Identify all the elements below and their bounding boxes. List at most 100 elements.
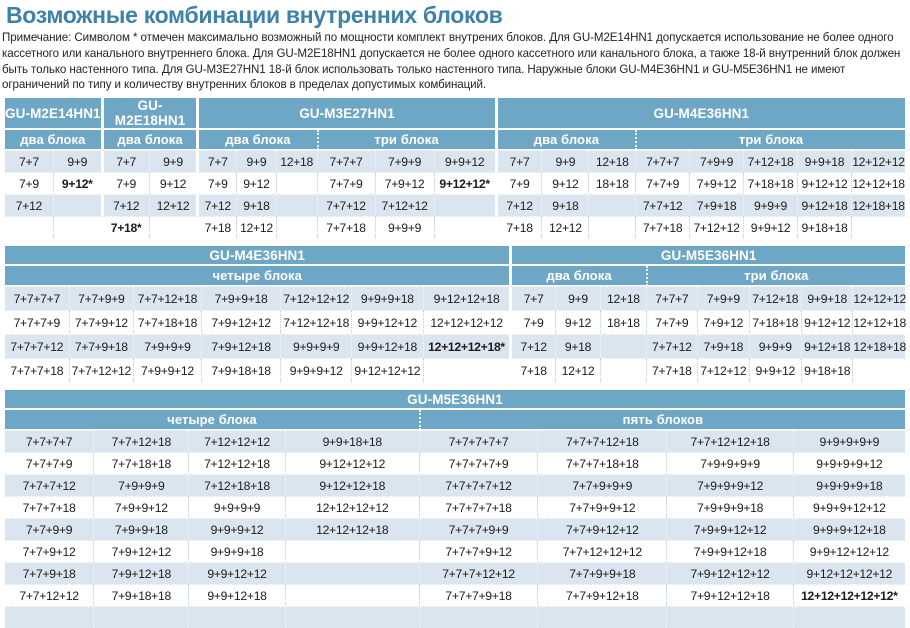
- combo-cell: 9+9: [52, 150, 101, 173]
- table-row: 7+9 9+12* 7+9 9+12 7+9 9+12 7+7+9 7+9+12 9+12+12…: [5, 172, 905, 195]
- combo-cell: 7+7+7+12+18: [537, 430, 667, 453]
- combo-cell: 9+9+9+12: [280, 358, 351, 383]
- combo-cell: 7+12: [509, 334, 555, 359]
- combo-cell: 7+9+18: [697, 334, 749, 359]
- combo-cell: 7+7+7+18: [5, 358, 69, 383]
- combo-cell: 7+12: [494, 194, 542, 217]
- combinations-table-3: GU-M5E36HN1 четыре блока пять блоков 7+7+7+…: [5, 390, 905, 628]
- group-header: три блока: [645, 266, 905, 287]
- table-row: 7+7+7+9 7+7+9+12 7+7+18+18 7+9+12+12 7+12+12…: [5, 310, 906, 335]
- combo-cell: [284, 606, 419, 628]
- combo-cell: 9+18+18: [796, 216, 851, 239]
- combo-cell: 9+12+12+12: [284, 452, 419, 475]
- table-row: 7+7+7+7 7+7+9+9 7+7+12+18 7+9+9+18 7+12+12+1…: [5, 286, 906, 311]
- combo-cell: [93, 606, 189, 628]
- combo-cell: 12+18: [275, 150, 317, 173]
- combo-cell: 7+7+7+12: [5, 334, 69, 359]
- combo-cell: 7+9+12+12: [93, 540, 189, 563]
- product-header: GU-M5E36HN1: [509, 246, 905, 267]
- combo-cell: [852, 358, 905, 383]
- combo-cell: 9+12+12: [800, 310, 853, 335]
- combinations-table-1: GU-M2E14HN1 GU-M2E18HN1 GU-M3E27HN1 GU-M4E3…: [5, 98, 905, 239]
- combo-cell: [275, 194, 317, 217]
- product-header: GU-M5E36HN1: [5, 390, 905, 411]
- combo-cell: 7+7: [5, 150, 53, 173]
- combo-cell: 7+7+7+7+12: [418, 474, 538, 497]
- combo-cell: 7+7+9+12+18: [537, 584, 667, 607]
- combo-cell: 7+7+12: [635, 194, 690, 217]
- combo-cell: 7+7+18: [316, 216, 375, 239]
- combo-cell: 7+7+7+7: [5, 430, 94, 453]
- product-header: GU-M4E36HN1: [494, 98, 905, 131]
- combo-cell: 12+12+12+12: [422, 310, 510, 335]
- combo-cell: 9+9+9+9: [280, 334, 351, 359]
- combo-cell: 9+9+9+18: [351, 286, 423, 311]
- combo-cell: 7+7: [196, 150, 237, 173]
- combo-cell: 9+9: [148, 150, 197, 173]
- combo-cell: [537, 606, 667, 628]
- combinations-table-2: GU-M4E36HN1 GU-M5E36HN1 четыре блока два бл…: [5, 246, 906, 383]
- table-row: 7+7+7+18 7+7+12+12 7+9+9+12 7+9+18+18 9+9+9+…: [5, 358, 905, 383]
- combo-cell: 7+9+12+12+12: [666, 562, 793, 585]
- group-header: три блока: [635, 130, 905, 151]
- combo-cell: 12+18: [588, 150, 636, 173]
- combo-cell: 12+12: [554, 358, 601, 383]
- combo-cell: 9+9+12+12: [188, 562, 285, 585]
- combo-cell: 7+9+9+9+9: [666, 452, 793, 475]
- combo-cell: 9+9+18+18: [284, 430, 419, 453]
- table-row: 7+7+7+12 7+7+9+18 7+9+9+9 7+9+12+18 9+9+9+9 9…: [5, 334, 906, 359]
- combo-cell: 7+7+12: [316, 194, 375, 217]
- combo-cell: 7+9+12+12+18: [666, 584, 793, 607]
- combo-cell: 7+9: [494, 172, 542, 195]
- combo-cell: 7+9+9+18: [200, 286, 281, 311]
- combo-cell: 7+7+9+12+12: [537, 518, 667, 541]
- combo-cell: 7+12: [5, 194, 53, 217]
- combo-cell: 9+9+12: [433, 150, 495, 173]
- combo-cell: 12+18+18: [850, 194, 905, 217]
- combo-cell: 7+7+7+7: [5, 286, 69, 311]
- group-header: два блока: [100, 130, 197, 151]
- combo-cell: 7+7+9+12: [68, 310, 134, 335]
- combo-cell: 12+18: [600, 286, 646, 311]
- group-header-row: четыре блока пять блоков: [5, 410, 905, 431]
- combo-cell: 7+12+12+12: [188, 430, 285, 453]
- combo-cell: [588, 216, 636, 239]
- combo-cell: 7+9: [5, 172, 53, 195]
- table-row: [5, 606, 905, 628]
- combo-cell: 7+12: [196, 194, 237, 217]
- combo-cell: 7+7+12+18: [133, 286, 201, 311]
- combo-cell: 9+9+12+12+12: [792, 540, 905, 563]
- combo-cell: 12+12+12: [852, 286, 906, 311]
- combo-cell: 18+18: [600, 310, 646, 335]
- combo-cell: 12+12: [148, 194, 197, 217]
- product-header: GU-M3E27HN1: [196, 98, 495, 131]
- product-header: GU-M2E18HN1: [100, 98, 197, 131]
- combo-cell: 7+7+7+7+7: [418, 430, 538, 453]
- combo-cell: 7+9+18+18: [93, 584, 189, 607]
- combo-cell: [433, 194, 495, 217]
- combo-cell: 7+7+7+18: [5, 496, 94, 519]
- combo-cell: [600, 358, 646, 383]
- combo-cell: 7+7+18+18: [93, 452, 189, 475]
- combo-cell: 9+12+12+12: [351, 358, 423, 383]
- combo-cell: 7+7+7+9+12: [418, 540, 538, 563]
- combo-cell: 7+9+9+18: [93, 518, 189, 541]
- combo-cell: 7+7+7+9+9: [418, 518, 538, 541]
- combo-cell: 9+18: [236, 194, 276, 217]
- group-header: два блока: [5, 130, 101, 151]
- combo-cell: 9+12+12: [796, 172, 851, 195]
- group-header: два блока: [494, 130, 636, 151]
- combo-cell: [418, 606, 538, 628]
- combo-cell: 7+9+9: [374, 150, 434, 173]
- product-header: GU-M4E36HN1: [5, 246, 510, 267]
- combo-cell: 7+7: [509, 286, 555, 311]
- combo-cell: 7+9+9+9+12: [666, 474, 793, 497]
- combo-cell: 7+7+12: [645, 334, 698, 359]
- combo-cell: 7+9+9: [697, 286, 749, 311]
- combo-cell: 7+9+12: [689, 172, 744, 195]
- combo-cell: [433, 216, 495, 239]
- group-header: два блока: [509, 266, 646, 287]
- combo-cell: 7+7+7: [635, 150, 690, 173]
- combo-cell: 7+12+12: [689, 216, 744, 239]
